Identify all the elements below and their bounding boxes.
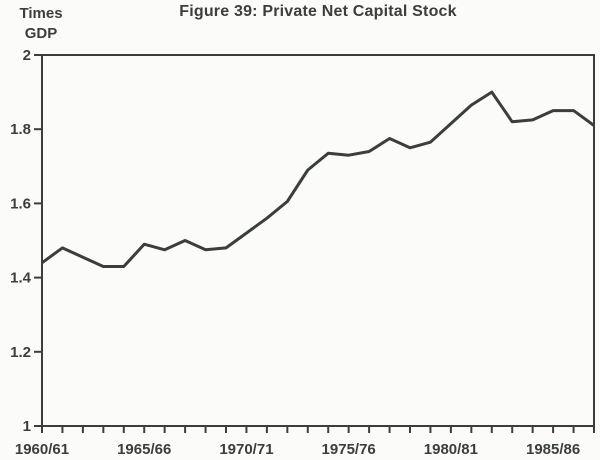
y-tick-label: 1.2	[10, 344, 31, 361]
plot-border	[41, 54, 595, 427]
x-tick-label: 1960/61	[15, 441, 69, 458]
y-axis-unit-line1: Times	[19, 5, 63, 22]
x-tick-label: 1970/71	[219, 441, 273, 458]
y-tick-label: 2	[23, 47, 31, 64]
x-tick-label: 1980/81	[424, 441, 478, 458]
chart-title: Figure 39: Private Net Capital Stock	[179, 3, 457, 20]
y-tick-label: 1.6	[10, 195, 31, 212]
y-axis-unit-line2: GDP	[24, 25, 58, 42]
x-tick-label: 1965/66	[117, 441, 171, 458]
x-tick-label: 1975/76	[322, 441, 376, 458]
x-tick-label: 1985/86	[526, 441, 580, 458]
y-tick-label: 1.8	[10, 121, 31, 138]
data-line	[41, 90, 595, 268]
y-axis-unit-label: Times GDP	[12, 4, 70, 44]
y-tick-label: 1.4	[10, 270, 32, 287]
y-tick-label: 1	[23, 418, 31, 435]
